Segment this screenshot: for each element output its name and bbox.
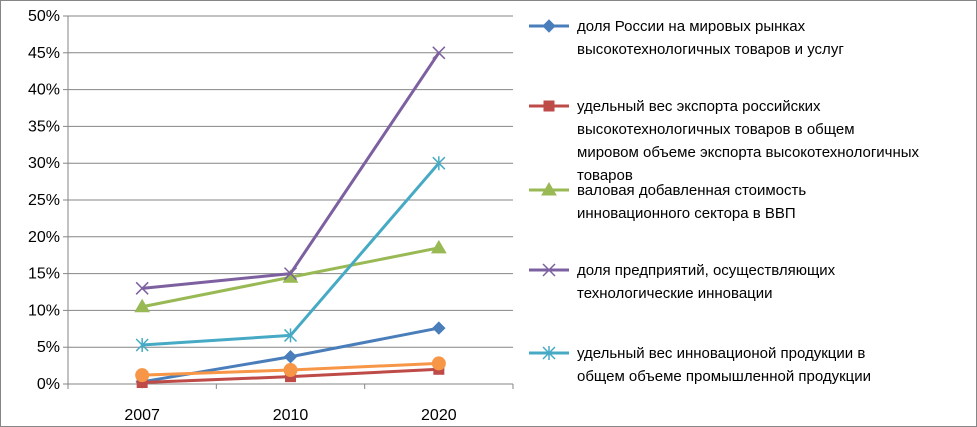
y-tick-label: 30%	[28, 155, 60, 172]
legend-label: мировом объеме экспорта высокотехнологич…	[577, 144, 920, 161]
y-tick-label: 50%	[28, 8, 60, 25]
y-tick-label: 10%	[28, 302, 60, 319]
series-4	[135, 46, 446, 295]
gridlines	[68, 15, 513, 348]
data-point-x	[432, 46, 446, 60]
legend-label: общем объеме промышленной продукции	[577, 368, 871, 385]
data-point-diamond	[283, 350, 298, 364]
data-point-diamond	[432, 321, 446, 335]
data-point-square	[543, 100, 555, 112]
legend-label: удельный вес экспорта российских	[577, 98, 821, 115]
legend-label: доля предприятий, осуществляющих	[577, 262, 836, 279]
x-tick-label: 2010	[273, 407, 309, 424]
legend-label: высокотехнологичных товаров в общем	[577, 121, 855, 138]
data-point-triangle	[541, 182, 557, 196]
series-lines	[134, 46, 447, 389]
series-6	[135, 356, 446, 383]
legend: доля России на мировых рынках высокотехно…	[529, 18, 920, 385]
y-tick-label: 15%	[28, 266, 60, 283]
legend-label: инновационного сектора в ВВП	[577, 205, 796, 222]
legend-entry-5: удельный вес инновационой продукции в общ…	[529, 345, 871, 385]
data-point-x	[542, 263, 556, 277]
legend-label: доля России на мировых рынках	[577, 18, 806, 35]
data-point-x	[283, 267, 298, 281]
data-point-circle	[135, 368, 150, 383]
y-tick-label: 5%	[37, 339, 60, 356]
legend-label: валовая добавленная стоимость	[577, 182, 806, 199]
data-point-star	[542, 346, 556, 360]
y-tick-label: 40%	[28, 82, 60, 99]
series-line	[142, 162, 440, 347]
data-point-x	[135, 281, 149, 295]
legend-entry-1: доля России на мировых рынках высокотехно…	[529, 18, 844, 58]
data-point-triangle	[134, 298, 151, 313]
data-point-star	[135, 337, 149, 352]
data-point-star	[283, 328, 298, 343]
data-point-circle	[431, 356, 446, 371]
y-tick-label: 45%	[28, 45, 60, 62]
legend-label: товаров	[577, 167, 633, 184]
legend-label: технологические инновации	[577, 285, 773, 302]
legend-label: высокотехнологичных товаров и услуг	[577, 41, 844, 58]
tick-labels: 0% 5% 10% 15% 20% 25% 30% 35% 40% 45% 50% 2007 2010 2…	[28, 8, 457, 424]
x-tick-label: 2007	[124, 407, 160, 424]
legend-entry-4: доля предприятий, осуществляющих технолог…	[529, 262, 836, 302]
series-line	[142, 51, 441, 290]
data-point-diamond	[542, 19, 556, 33]
legend-entry-2: удельный вес экспорта российских высокоте…	[529, 98, 920, 184]
legend-entry-3: валовая добавленная стоимость инновационн…	[529, 182, 806, 222]
x-tick-label: 2020	[421, 407, 457, 424]
data-point-star	[432, 156, 446, 171]
series-3	[134, 239, 447, 313]
y-tick-label: 35%	[28, 118, 60, 135]
legend-label: удельный вес инновационой продукции в	[577, 345, 865, 362]
y-tick-label: 20%	[28, 229, 60, 246]
series-5	[135, 156, 446, 352]
y-tick-label: 0%	[37, 376, 60, 393]
data-point-triangle	[430, 239, 447, 254]
y-tick-label: 25%	[28, 192, 60, 209]
data-point-circle	[283, 363, 298, 378]
